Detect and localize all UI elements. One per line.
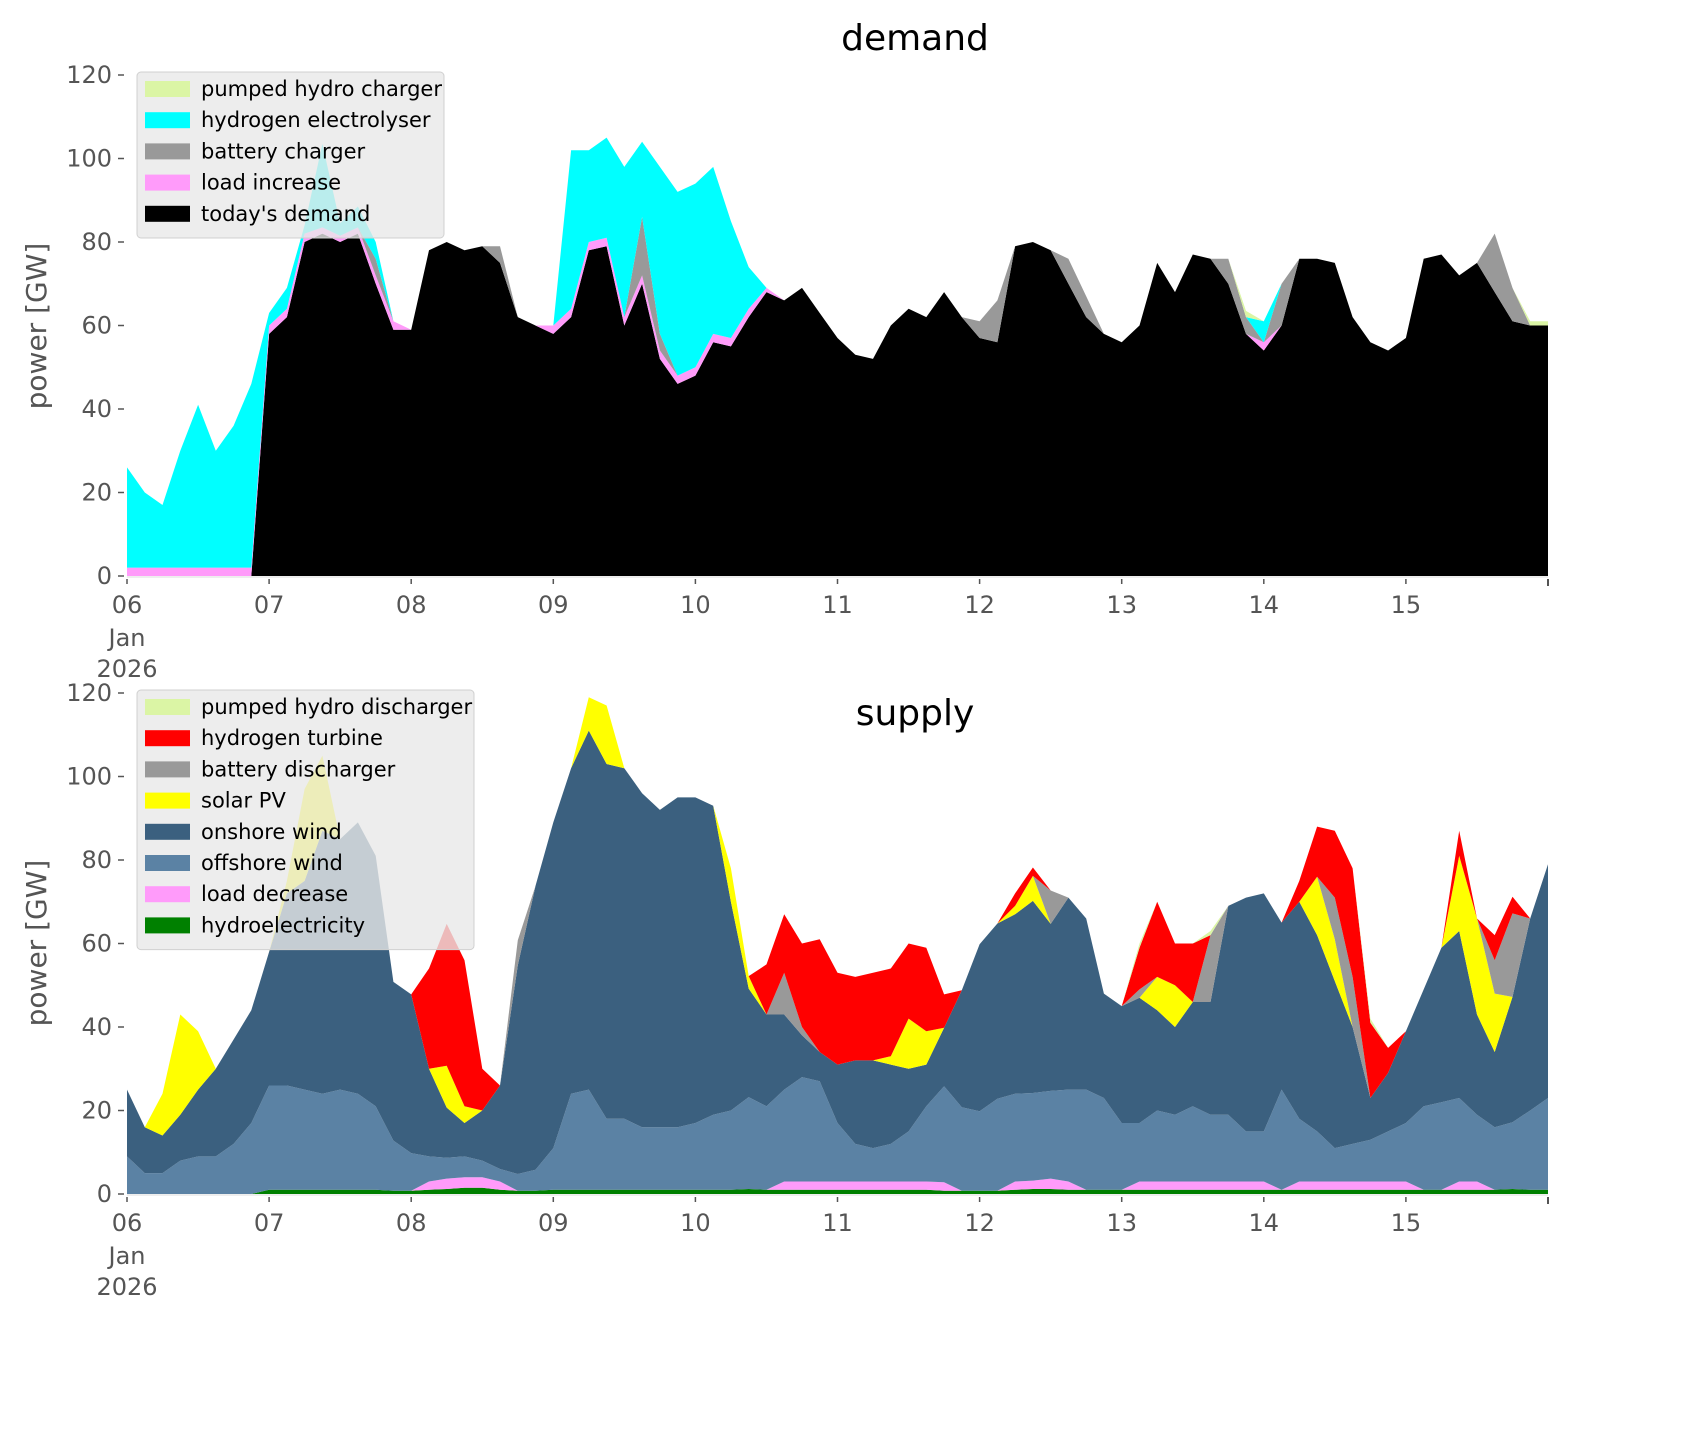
demand-y-ticks: 0 20 40 60 80 100 120 bbox=[66, 61, 124, 590]
x-tick-label: 13 bbox=[1106, 1209, 1137, 1237]
area-pumped-hydro-charger bbox=[127, 137, 1548, 505]
y-tick-label: 80 bbox=[81, 846, 112, 874]
area-hydroelectricity bbox=[127, 1187, 1548, 1194]
demand-areas bbox=[127, 137, 1548, 576]
legend-swatch-offshore-wind bbox=[145, 855, 190, 871]
x-tick-label: 07 bbox=[254, 1209, 285, 1237]
x-tick-sublabel: 2026 bbox=[96, 1273, 157, 1301]
x-tick-label: 11 bbox=[822, 1209, 853, 1237]
supply-y-ticks: 0 20 40 60 80 100 120 bbox=[66, 679, 124, 1208]
x-tick-label: 15 bbox=[1391, 1209, 1422, 1237]
legend-label-hydrogen-turbine: hydrogen turbine bbox=[201, 726, 383, 750]
supply-panel: supply power [GW] 0 20 40 60 80 100 120 06 07 08… bbox=[20, 679, 1549, 1301]
legend-label-pumped-hydro-charger: pumped hydro charger bbox=[201, 77, 442, 101]
legend-swatch-today-s-demand bbox=[145, 205, 190, 222]
x-tick-label: 07 bbox=[254, 591, 285, 619]
y-tick-label: 100 bbox=[66, 145, 112, 173]
legend-label-load-decrease: load decrease bbox=[201, 882, 348, 906]
legend-label-hydrogen-electrolyser: hydrogen electrolyser bbox=[201, 108, 431, 132]
y-tick-label: 20 bbox=[81, 479, 112, 507]
legend-swatch-hydrogen-electrolyser bbox=[145, 112, 190, 129]
legend-label-battery-discharger: battery discharger bbox=[201, 757, 396, 781]
legend-swatch-battery-charger bbox=[145, 143, 190, 160]
legend-label-battery-charger: battery charger bbox=[201, 139, 366, 163]
legend-swatch-hydrogen-turbine bbox=[145, 730, 190, 747]
area-load-decrease bbox=[127, 1177, 1548, 1194]
supply-areas bbox=[127, 697, 1548, 1194]
x-tick-label: 12 bbox=[964, 1209, 995, 1237]
legend-swatch-solar-pv bbox=[145, 792, 190, 809]
x-tick-label: 09 bbox=[538, 1209, 569, 1237]
y-tick-label: 20 bbox=[81, 1097, 112, 1125]
y-tick-label: 0 bbox=[97, 1180, 112, 1208]
x-tick-label: 06 bbox=[112, 591, 143, 619]
legend-label-today-s-demand: today's demand bbox=[201, 202, 370, 226]
x-tick-label: 10 bbox=[680, 591, 711, 619]
y-tick-label: 100 bbox=[66, 763, 112, 791]
x-tick-label: 14 bbox=[1249, 591, 1280, 619]
x-tick-label: 13 bbox=[1106, 591, 1137, 619]
y-tick-label: 120 bbox=[66, 679, 112, 707]
area-hydrogen-turbine bbox=[127, 697, 1548, 1128]
x-tick-sublabel: Jan bbox=[107, 624, 146, 652]
x-tick-label: 12 bbox=[964, 591, 995, 619]
y-tick-label: 60 bbox=[81, 312, 112, 340]
y-tick-label: 120 bbox=[66, 61, 112, 89]
legend-box bbox=[136, 689, 475, 951]
y-tick-label: 40 bbox=[81, 395, 112, 423]
legend-swatch-onshore-wind bbox=[145, 823, 190, 840]
x-tick-label: 10 bbox=[680, 1209, 711, 1237]
legend-box bbox=[136, 71, 445, 239]
y-tick-label: 0 bbox=[97, 562, 112, 590]
legend-label-hydroelectricity: hydroelectricity bbox=[201, 913, 365, 937]
supply-x-ticks: 06 07 08 09 10 11 12 13 14 15 Jan 2026 bbox=[96, 1194, 1549, 1301]
demand-x-ticks: 06 07 08 09 10 11 12 13 14 15 Jan 2026 bbox=[96, 576, 1549, 683]
demand-ylabel: power [GW] bbox=[20, 243, 53, 410]
x-tick-label: 15 bbox=[1391, 591, 1422, 619]
demand-title: demand bbox=[841, 18, 989, 59]
x-tick-label: 06 bbox=[112, 1209, 143, 1237]
legend-swatch-hydroelectricity bbox=[145, 917, 190, 934]
y-tick-label: 60 bbox=[81, 930, 112, 958]
x-tick-sublabel: Jan bbox=[107, 1242, 146, 1270]
legend-label-solar-pv: solar PV bbox=[201, 789, 286, 813]
legend-label-onshore-wind: onshore wind bbox=[201, 820, 342, 844]
x-tick-label: 14 bbox=[1249, 1209, 1280, 1237]
x-tick-label: 11 bbox=[822, 591, 853, 619]
demand-legend: pumped hydro charger hydrogen electrolyse… bbox=[136, 71, 445, 239]
x-tick-label: 09 bbox=[538, 591, 569, 619]
supply-ylabel: power [GW] bbox=[20, 860, 53, 1027]
supply-legend: pumped hydro discharger hydrogen turbine b… bbox=[136, 689, 475, 951]
legend-swatch-load-decrease bbox=[145, 886, 190, 903]
legend-label-load-increase: load increase bbox=[201, 171, 341, 195]
legend-swatch-pumped-hydro-charger bbox=[145, 81, 190, 97]
demand-panel: demand power [GW] 0 20 40 60 80 100 120 06 07 08… bbox=[20, 18, 1549, 683]
area-onshore-wind bbox=[127, 730, 1548, 1174]
legend-swatch-battery-discharger bbox=[145, 761, 190, 778]
legend-label-pumped-hydro-discharger: pumped hydro discharger bbox=[201, 695, 472, 719]
legend-swatch-pumped-hydro-discharger bbox=[145, 699, 190, 715]
x-tick-sublabel: 2026 bbox=[96, 655, 157, 683]
x-tick-label: 08 bbox=[396, 591, 427, 619]
y-tick-label: 80 bbox=[81, 228, 112, 256]
area-offshore-wind bbox=[127, 1077, 1548, 1194]
supply-title: supply bbox=[856, 693, 975, 734]
y-tick-label: 40 bbox=[81, 1013, 112, 1041]
legend-label-offshore-wind: offshore wind bbox=[201, 851, 343, 875]
x-tick-label: 08 bbox=[396, 1209, 427, 1237]
legend-swatch-load-increase bbox=[145, 174, 190, 191]
area-today-s-demand bbox=[127, 233, 1548, 576]
